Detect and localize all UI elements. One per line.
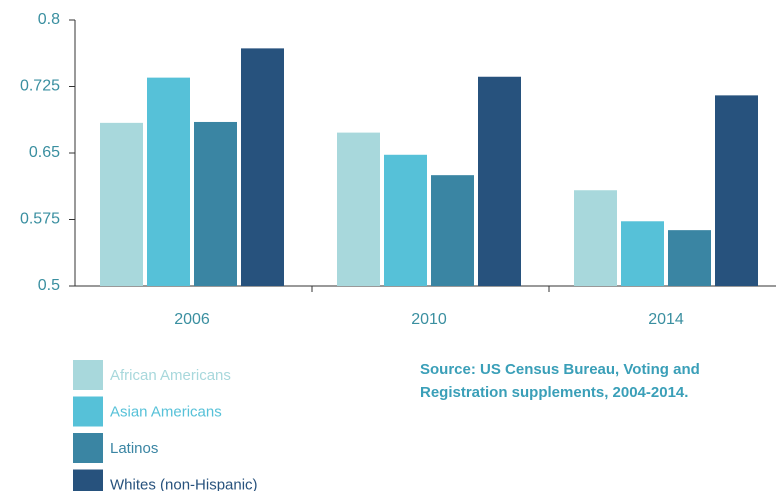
x-tick-label: 2010 (411, 311, 447, 328)
bar (478, 76, 521, 286)
legend-swatch (73, 433, 103, 463)
legend-swatch (73, 469, 103, 491)
bar (668, 230, 711, 286)
bar (715, 95, 758, 286)
legend-label: Whites (non-Hispanic) (110, 476, 258, 491)
y-tick-label: 0.575 (20, 211, 60, 228)
y-tick-label: 0.8 (38, 11, 60, 28)
legend-swatch (73, 396, 103, 427)
bar (147, 77, 190, 286)
x-tick-label: 2014 (648, 311, 684, 328)
source-line: Registration supplements, 2004-2014. (420, 384, 688, 401)
legend-label: African Americans (110, 367, 231, 384)
y-tick-label: 0.5 (38, 277, 60, 294)
bar (621, 221, 664, 286)
bar (241, 48, 284, 286)
legend-swatch (73, 360, 103, 390)
bar (100, 122, 143, 286)
bar (337, 132, 380, 286)
bar (384, 154, 427, 286)
y-tick-label: 0.725 (20, 78, 60, 95)
bar (194, 121, 237, 286)
legend-label: Asian Americans (110, 403, 222, 420)
source-line: Source: US Census Bureau, Voting and (420, 361, 700, 378)
x-tick-label: 2006 (174, 311, 210, 328)
legend-label: Latinos (110, 440, 158, 457)
bar (574, 190, 617, 286)
bar (431, 175, 474, 286)
y-tick-label: 0.65 (29, 144, 60, 161)
